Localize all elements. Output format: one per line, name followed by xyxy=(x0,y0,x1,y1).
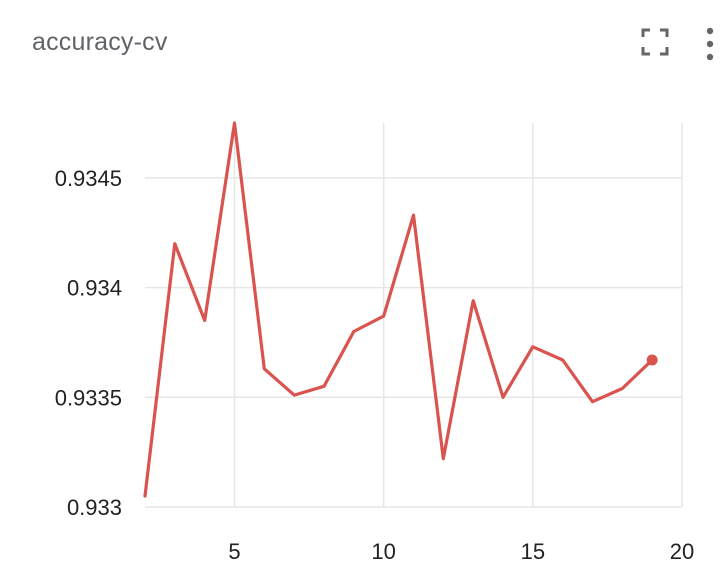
y-tick-label: 0.933 xyxy=(67,495,122,520)
y-tick-label: 0.9345 xyxy=(55,166,122,191)
fullscreen-icon[interactable] xyxy=(640,26,670,58)
series-line xyxy=(143,121,654,498)
y-tick-label: 0.9335 xyxy=(55,385,122,410)
x-tick-label: 10 xyxy=(371,539,395,564)
series-group xyxy=(143,121,658,498)
more-vert-icon[interactable] xyxy=(700,26,720,62)
x-tick-label: 20 xyxy=(670,539,694,564)
last-point-marker[interactable] xyxy=(646,354,658,366)
x-tick-label: 5 xyxy=(228,539,240,564)
x-tick-label: 15 xyxy=(521,539,545,564)
y-tick-label: 0.934 xyxy=(67,276,122,301)
chart-title: accuracy-cv xyxy=(32,28,168,56)
tick-labels: 5 10 15 20 0.933 0.9335 0.934 0.9345 xyxy=(55,166,695,564)
